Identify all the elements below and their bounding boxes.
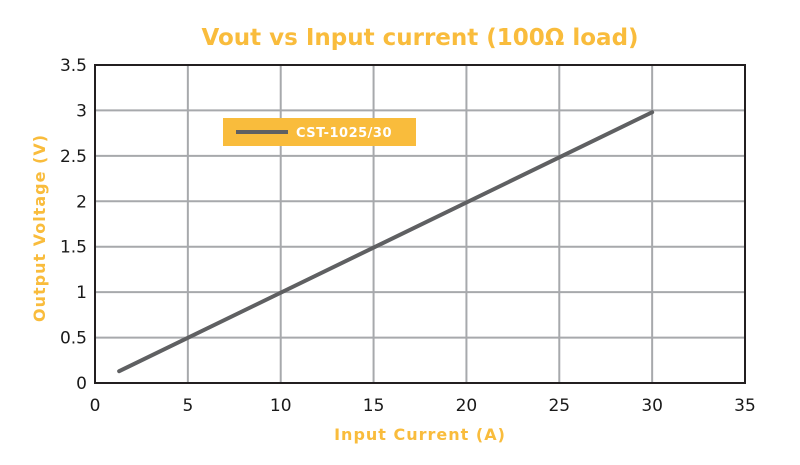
series-line (117, 110, 655, 374)
y-tick-label: 0.5 (60, 329, 87, 349)
x-axis-title: Input Current (A) (334, 425, 506, 444)
x-tick-label: 0 (90, 396, 101, 416)
x-tick-label: 20 (456, 396, 478, 416)
legend-label: CST-1025/30 (296, 126, 392, 141)
x-tick-labels: 0 5 10 15 20 25 30 35 (90, 396, 756, 416)
y-tick-label: 1.5 (60, 238, 87, 258)
x-tick-label: 30 (641, 396, 663, 416)
y-tick-label: 3 (76, 101, 87, 121)
x-tick-label: 35 (734, 396, 756, 416)
y-tick-labels: 0 0.5 1 1.5 2 2.5 3 3.5 (60, 56, 87, 394)
chart-title: Vout vs Input current (100Ω load) (201, 25, 638, 51)
plot-frame (94, 64, 746, 384)
y-tick-label: 3.5 (60, 56, 87, 76)
x-tick-label: 25 (548, 396, 570, 416)
y-tick-label: 2.5 (60, 147, 87, 167)
legend: CST-1025/30 (223, 118, 416, 146)
x-tick-label: 5 (182, 396, 193, 416)
x-tick-label: 15 (363, 396, 385, 416)
y-axis-title: Output Voltage (V) (30, 134, 49, 322)
series-layer (117, 110, 655, 374)
y-tick-label: 0 (76, 374, 87, 394)
y-tick-label: 2 (76, 192, 87, 212)
y-tick-label: 1 (76, 283, 87, 303)
x-tick-label: 10 (270, 396, 292, 416)
